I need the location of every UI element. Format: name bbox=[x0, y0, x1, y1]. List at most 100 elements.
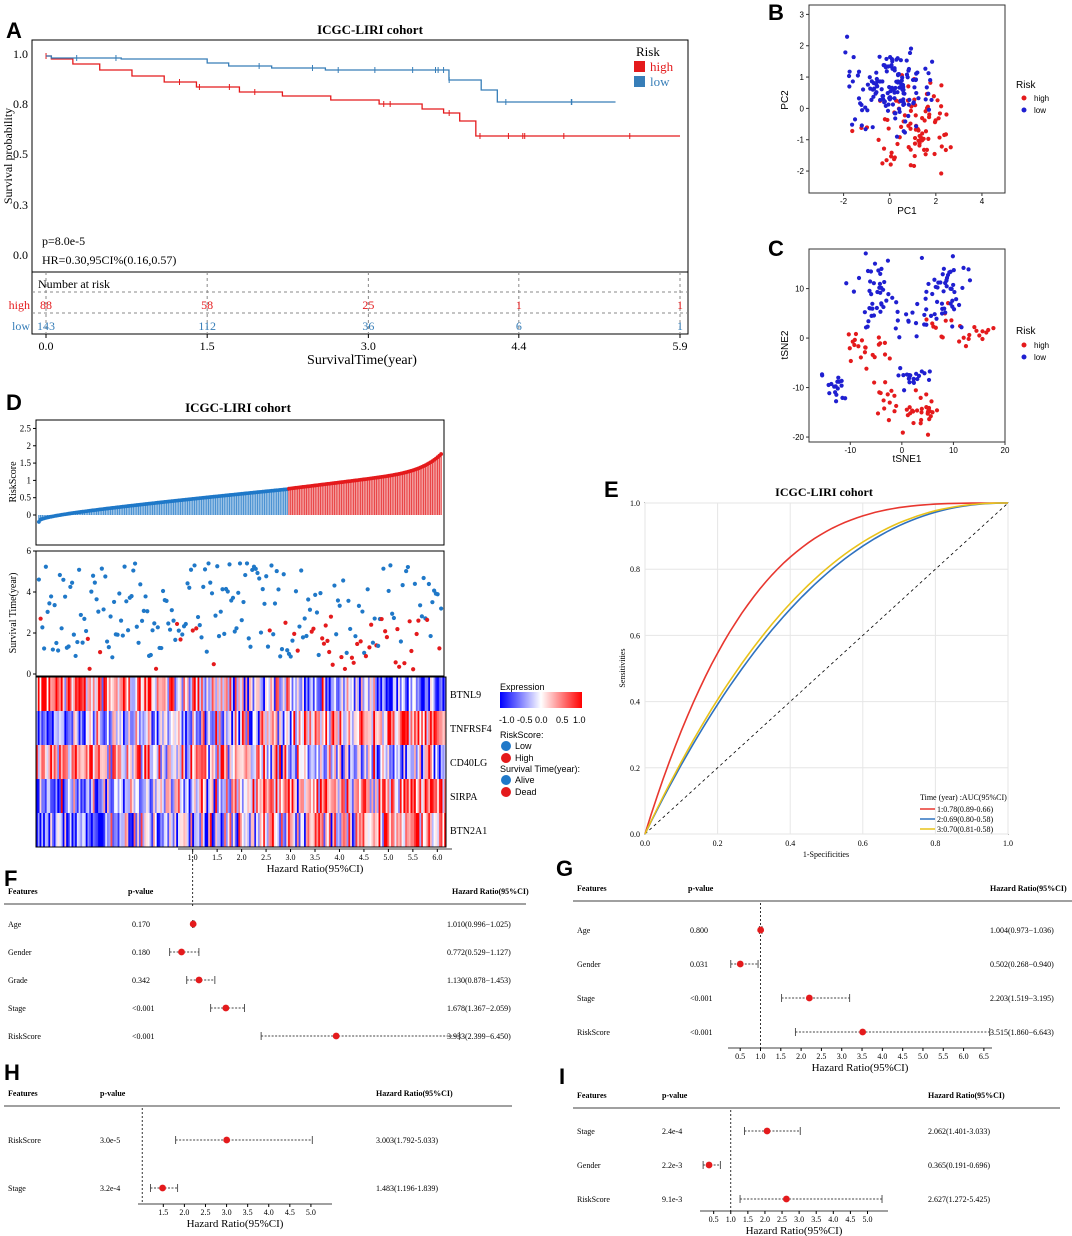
tsne-point-high bbox=[856, 344, 861, 349]
heatmap-cell-btn2a1 bbox=[355, 813, 358, 847]
panel-letter-a: A bbox=[6, 18, 22, 43]
heatmap-cell-tnfrsf4 bbox=[220, 711, 223, 745]
survtime-point-alive bbox=[99, 566, 104, 571]
heatmap-cell-btn2a1 bbox=[43, 813, 46, 847]
heatmap-cell-btn2a1 bbox=[137, 813, 140, 847]
heatmap-cell-tnfrsf4 bbox=[85, 711, 88, 745]
forest-pvalue: 0.800 bbox=[690, 926, 708, 935]
heatmap-cell-tnfrsf4 bbox=[280, 711, 284, 745]
forest-hr-value: 1.130(0.878−1.453) bbox=[447, 976, 511, 985]
heatmap-cell-sirpa bbox=[444, 779, 447, 813]
heatmap-cell-tnfrsf4 bbox=[240, 711, 243, 745]
forest-feature-label: RiskScore bbox=[577, 1028, 610, 1037]
heatmap-cell-btn2a1 bbox=[217, 813, 220, 847]
heatmap-cell-btnl9 bbox=[64, 677, 67, 711]
pca-point-high bbox=[924, 147, 930, 153]
heatmap-cell-btn2a1 bbox=[323, 813, 326, 847]
heatmap-cell-cd40lg bbox=[51, 745, 55, 779]
heatmap-cell-sirpa bbox=[204, 779, 207, 813]
pca-point-high bbox=[922, 118, 927, 123]
heatmap-cell-btnl9 bbox=[69, 677, 72, 711]
survtime-point-alive bbox=[152, 621, 157, 626]
survtime-ytick-label: 4 bbox=[27, 587, 32, 597]
survtime-ytick-label: 2 bbox=[27, 628, 32, 638]
pca-point-low bbox=[896, 71, 902, 77]
heatmap-cell-btnl9 bbox=[335, 677, 339, 711]
heatmap-cell-btn2a1 bbox=[46, 813, 49, 847]
tsne-point-high bbox=[876, 335, 881, 340]
tsne-legend-low-dot bbox=[1021, 354, 1027, 360]
pca-xtick-label: -2 bbox=[840, 197, 848, 206]
heatmap-cell-tnfrsf4 bbox=[275, 711, 278, 745]
heatmap-cell-sirpa bbox=[442, 779, 445, 813]
tsne-point-low bbox=[904, 312, 909, 317]
heatmap-cell-cd40lg bbox=[57, 745, 60, 779]
pca-point-low bbox=[901, 129, 906, 134]
heatmap-cell-btnl9 bbox=[119, 677, 122, 711]
heatmap-cell-cd40lg bbox=[89, 745, 92, 779]
tsne-point-low bbox=[863, 251, 868, 256]
heatmap-cell-btnl9 bbox=[350, 677, 353, 711]
heatmap-cell-cd40lg bbox=[85, 745, 88, 779]
tsne-point-low bbox=[944, 277, 949, 283]
tsne-point-low bbox=[961, 265, 966, 270]
heatmap-cell-btnl9 bbox=[256, 677, 259, 711]
heatmap-cell-tnfrsf4 bbox=[174, 711, 177, 745]
tsne-xtick-label: 20 bbox=[1001, 446, 1010, 455]
heatmap-cell-cd40lg bbox=[304, 745, 307, 779]
tsne-point-low bbox=[950, 254, 955, 259]
heatmap-cell-tnfrsf4 bbox=[106, 711, 110, 745]
heatmap-cell-tnfrsf4 bbox=[357, 711, 360, 745]
riskscore-plot-frame bbox=[35, 419, 445, 546]
roc-legend-title: Time (year) :AUC(95%CI) bbox=[920, 793, 1007, 802]
heatmap-cell-cd40lg bbox=[231, 745, 234, 779]
heatmap-cell-btnl9 bbox=[137, 677, 140, 711]
heatmap-cell-btn2a1 bbox=[60, 813, 64, 847]
pca-legend-high-dot bbox=[1021, 95, 1027, 101]
pca-point-low bbox=[847, 69, 852, 74]
survtime-point-dead bbox=[87, 666, 92, 671]
heatmap-cell-btn2a1 bbox=[76, 813, 79, 847]
survtime-point-alive bbox=[262, 601, 267, 606]
heatmap-cell-btnl9 bbox=[199, 677, 202, 711]
tsne-point-high bbox=[961, 335, 966, 340]
heatmap-cell-btnl9 bbox=[334, 677, 337, 711]
heatmap-cell-cd40lg bbox=[261, 745, 264, 779]
survtime-point-alive bbox=[150, 628, 155, 633]
heatmap-cell-btnl9 bbox=[91, 677, 94, 711]
tsne-point-low bbox=[886, 292, 891, 297]
heatmap-cell-tnfrsf4 bbox=[57, 711, 60, 745]
tsne-point-high bbox=[919, 410, 924, 415]
heatmap-cell-sirpa bbox=[137, 779, 140, 813]
survtime-point-alive bbox=[362, 650, 367, 655]
tsne-point-low bbox=[926, 281, 931, 287]
heatmap-cell-cd40lg bbox=[53, 745, 56, 779]
heatmap-cell-btnl9 bbox=[67, 677, 71, 711]
heatmap-cell-sirpa bbox=[66, 779, 69, 813]
forest-pvalue: 2.4e-4 bbox=[662, 1127, 682, 1136]
heatmap-cell-tnfrsf4 bbox=[383, 711, 387, 745]
heatmap-cell-cd40lg bbox=[410, 745, 413, 779]
heatmap-cell-tnfrsf4 bbox=[108, 711, 111, 745]
heatmap-cell-sirpa bbox=[138, 779, 142, 813]
heatmap-cell-btn2a1 bbox=[233, 813, 236, 847]
heatmap-cell-tnfrsf4 bbox=[103, 711, 106, 745]
tsne-xtick-label: -10 bbox=[844, 446, 856, 455]
forest-pvalue-header: p-value bbox=[688, 884, 714, 893]
survtime-point-alive bbox=[166, 621, 171, 626]
survtime-point-dead bbox=[416, 618, 421, 623]
tsne-point-high bbox=[847, 346, 852, 351]
heatmap-cell-btnl9 bbox=[179, 677, 182, 711]
heatmap-cell-cd40lg bbox=[431, 745, 434, 779]
survtime-point-alive bbox=[45, 609, 50, 614]
km-pvalue: p=8.0e-5 bbox=[42, 234, 85, 248]
riskscore-ytick-label: 1.5 bbox=[20, 458, 32, 468]
tsne-point-high bbox=[919, 406, 924, 411]
heatmap-cell-btn2a1 bbox=[332, 813, 335, 847]
survtime-point-alive bbox=[307, 607, 313, 612]
heatmap-cell-btnl9 bbox=[289, 677, 292, 711]
heatmap-cell-cd40lg bbox=[398, 745, 401, 779]
tsne-point-high bbox=[904, 407, 909, 412]
heatmap-cell-btnl9 bbox=[80, 677, 83, 711]
survtime-point-alive bbox=[230, 595, 236, 600]
